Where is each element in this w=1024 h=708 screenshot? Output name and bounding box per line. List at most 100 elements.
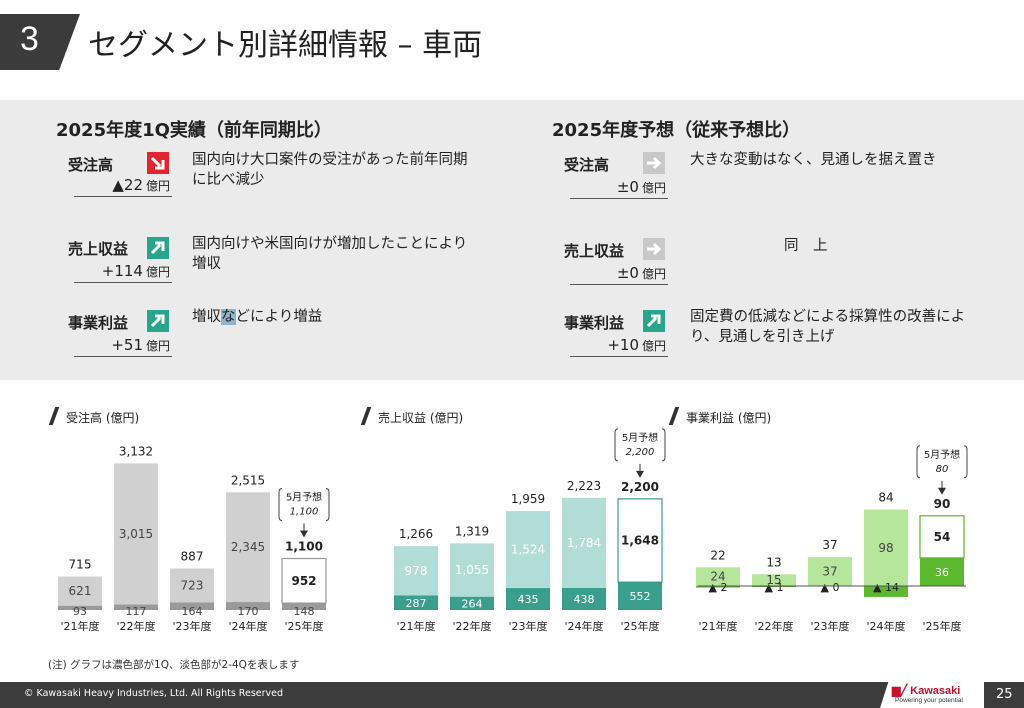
- forecast-bracket-right: [661, 428, 666, 462]
- x-tick-label: '23年度: [810, 619, 849, 633]
- bar-rest-segment: [562, 497, 606, 588]
- bar-rest-segment: [226, 492, 270, 603]
- bar-rest-segment: [58, 576, 102, 606]
- x-tick-label: '24年度: [228, 619, 267, 633]
- arrow-up-right-icon: [147, 237, 169, 259]
- right-metric-value-profit: +10 億円: [607, 336, 666, 354]
- chart-title-profit: 事業利益 (億円): [686, 411, 772, 425]
- bar-q1-segment: [226, 602, 270, 610]
- bar-q1-segment: [170, 602, 214, 610]
- page-title: セグメント別詳細情報 – 車両: [88, 28, 483, 63]
- left-metric-desc-profit: 増収などにより増益: [192, 309, 323, 325]
- forecast-label: 5月予想: [622, 431, 658, 444]
- divider: [74, 356, 172, 357]
- right-metric-desc-revenue: 同 上: [784, 238, 828, 254]
- left-metric-label-orders: 受注高: [68, 156, 114, 174]
- bar-rest-segment: [696, 567, 740, 586]
- arrow-down-right-icon: [147, 152, 169, 174]
- bar-total-label: 2,200: [621, 480, 659, 494]
- bar-total-label: 887: [181, 549, 204, 563]
- arrow-up-right-icon: [643, 310, 665, 332]
- bar-rest-label: 1,055: [455, 563, 489, 577]
- forecast-arrow-head: [636, 470, 644, 478]
- section-number-badge: 3: [0, 14, 80, 70]
- profit-bar-chart: ▲ 224 22 '21年度 ▲ 115 13 '22年度 ▲ 0 37 37 '23年度 ▲ 14…: [696, 445, 968, 633]
- bar-rest-label: 978: [405, 564, 428, 578]
- bar-q1-label: 438: [574, 593, 595, 606]
- bar-q1-label: ▲ 2: [709, 581, 728, 594]
- right-metric-value-orders: ±0 億円: [616, 178, 666, 196]
- bar-total-label: 84: [878, 491, 893, 505]
- bar-rest-segment: [170, 568, 214, 603]
- bar-total-label: 37: [822, 538, 837, 552]
- divider: [570, 198, 668, 199]
- arrow-right-icon: [643, 152, 665, 174]
- bar-q1-label: 93: [73, 605, 87, 618]
- bar-total-label: 13: [766, 555, 781, 569]
- right-metric-label-orders: 受注高: [564, 156, 610, 174]
- right-section-title: 2025年度予想（従来予想比）: [552, 120, 801, 141]
- forecast-value: 80: [936, 464, 949, 475]
- summary-panel: 2025年度1Q実績（前年同期比） 2025年度予想（従来予想比） 受注高 ▲2…: [0, 100, 1024, 380]
- bar-rest-label: 98: [878, 541, 893, 555]
- bar-total-label: 1,266: [399, 527, 433, 541]
- x-tick-label: '22年度: [452, 619, 491, 633]
- orders-bar-chart: 93 621 715 '21年度 117 3,015 3,132 '22年度 164 723 887…: [58, 444, 330, 633]
- x-tick-label: '25年度: [922, 619, 961, 633]
- bar-q1-label: 170: [238, 605, 259, 618]
- bar-rest-label: 37: [822, 565, 837, 579]
- bar-total-label: 1,100: [285, 540, 323, 554]
- logo-tagline: Powering your potential: [895, 697, 963, 704]
- forecast-value: 1,100: [290, 507, 319, 518]
- bar-q1-segment: [114, 604, 158, 610]
- x-tick-label: '22年度: [116, 619, 155, 633]
- bar-q1-segment: [450, 596, 494, 610]
- bar-total-label: 1,319: [455, 524, 489, 538]
- chart-title-revenue: 売上収益 (億円): [378, 411, 464, 425]
- left-metric-label-profit: 事業利益: [68, 314, 129, 332]
- divider: [74, 282, 172, 283]
- bar-rest-label: 3,015: [119, 527, 153, 541]
- bar-total-label: 715: [69, 558, 92, 572]
- bar-q1-segment: [864, 586, 908, 597]
- bar-rest-segment: [450, 543, 494, 597]
- right-metric-value-revenue: ±0 億円: [616, 264, 666, 282]
- copyright-text: © Kawasaki Heavy Industries, Ltd. All Ri…: [24, 688, 284, 699]
- page-number: 25: [996, 687, 1013, 702]
- left-metric-value-revenue: +114 億円: [101, 262, 170, 280]
- bar-rest-label: 1,524: [511, 543, 545, 557]
- bar-rest-label: 952: [291, 574, 316, 588]
- bar-q1-segment: [562, 587, 606, 610]
- x-tick-label: '24年度: [564, 619, 603, 633]
- left-metric-value-profit: +51 億円: [111, 336, 170, 354]
- revenue-bar-chart: 287 978 1,266 '21年度 264 1,055 1,319 '22年度 435 1,5…: [394, 428, 666, 633]
- bar-q1-segment: [282, 603, 326, 610]
- left-metric-desc-orders: 国内向け大口案件の受注があった前年同期に比べ減少: [192, 152, 468, 188]
- right-metric-label-profit: 事業利益: [564, 314, 625, 332]
- bar-rest-segment: [752, 574, 796, 586]
- bar-rest-segment: [506, 511, 550, 589]
- bar-q1-segment: [696, 586, 740, 588]
- bar-q1-segment: [920, 557, 964, 586]
- section-number: 3: [20, 20, 39, 58]
- left-metric-value-orders: ▲22 億円: [112, 176, 170, 194]
- bar-q1-segment: [58, 605, 102, 610]
- x-tick-label: '21年度: [698, 619, 737, 633]
- bar-q1-label: 36: [935, 566, 949, 579]
- bar-rest-label: 723: [181, 578, 204, 592]
- bar-rest-segment: [114, 463, 158, 605]
- bar-q1-segment: [618, 582, 662, 610]
- bar-q1-segment: [394, 595, 438, 610]
- bar-rest-segment: [808, 557, 852, 586]
- divider: [570, 284, 668, 285]
- bar-total-label: 1,959: [511, 492, 545, 506]
- bar-q1-label: 435: [518, 593, 539, 606]
- forecast-label: 5月予想: [924, 448, 960, 461]
- bar-q1-label: 264: [462, 597, 483, 610]
- bar-rest-label: 621: [69, 584, 92, 598]
- forecast-label: 5月予想: [286, 491, 322, 504]
- forecast-arrow-head: [300, 530, 308, 538]
- bar-q1-label: ▲ 0: [821, 581, 840, 594]
- bar-q1-label: 552: [630, 590, 651, 603]
- bar-q1-label: 148: [294, 605, 315, 618]
